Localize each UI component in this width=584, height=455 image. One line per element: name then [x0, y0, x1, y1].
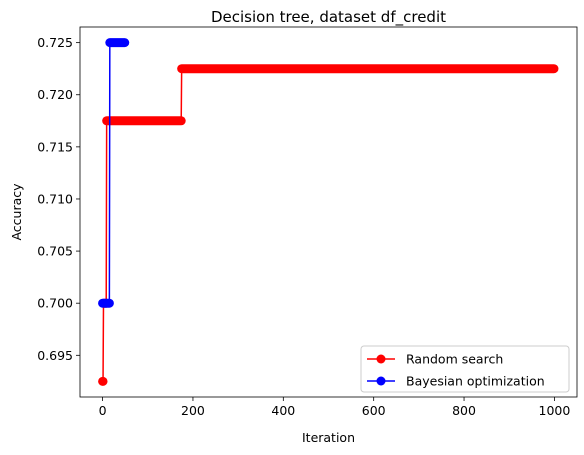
- series-bayesian-optimization: [98, 38, 130, 308]
- series-line-random-search: [102, 67, 554, 383]
- x-tick-label: 600: [362, 403, 386, 418]
- y-tick-label: 0.725: [37, 35, 73, 50]
- series-random-search: [98, 64, 559, 386]
- x-tick-label: 400: [271, 403, 295, 418]
- x-tick-label: 1000: [539, 403, 571, 418]
- y-tick-label: 0.720: [37, 87, 73, 102]
- legend-marker-bayesian-optimization: [376, 376, 386, 386]
- y-tick-label: 0.700: [37, 296, 73, 311]
- y-tick-label: 0.715: [37, 139, 73, 154]
- legend-box: [360, 345, 570, 393]
- x-tick-label: 0: [99, 403, 107, 418]
- chart-title: Decision tree, dataset df_credit: [211, 8, 446, 27]
- legend-label-random-search: Random search: [406, 352, 503, 367]
- x-tick-label: 800: [452, 403, 476, 418]
- plot-frame: [79, 26, 578, 398]
- x-tick-label: 200: [181, 403, 205, 418]
- y-tick-label: 0.695: [37, 348, 73, 363]
- legend-marker-random-search: [376, 354, 386, 364]
- x-axis-title: Iteration: [302, 430, 355, 445]
- y-tick-label: 0.705: [37, 244, 73, 259]
- y-axis-title: Accuracy: [9, 183, 24, 241]
- y-tick-label: 0.710: [37, 191, 73, 206]
- legend: Random search Bayesian optimization: [360, 345, 570, 393]
- legend-label-bayesian-optimization: Bayesian optimization: [406, 374, 545, 389]
